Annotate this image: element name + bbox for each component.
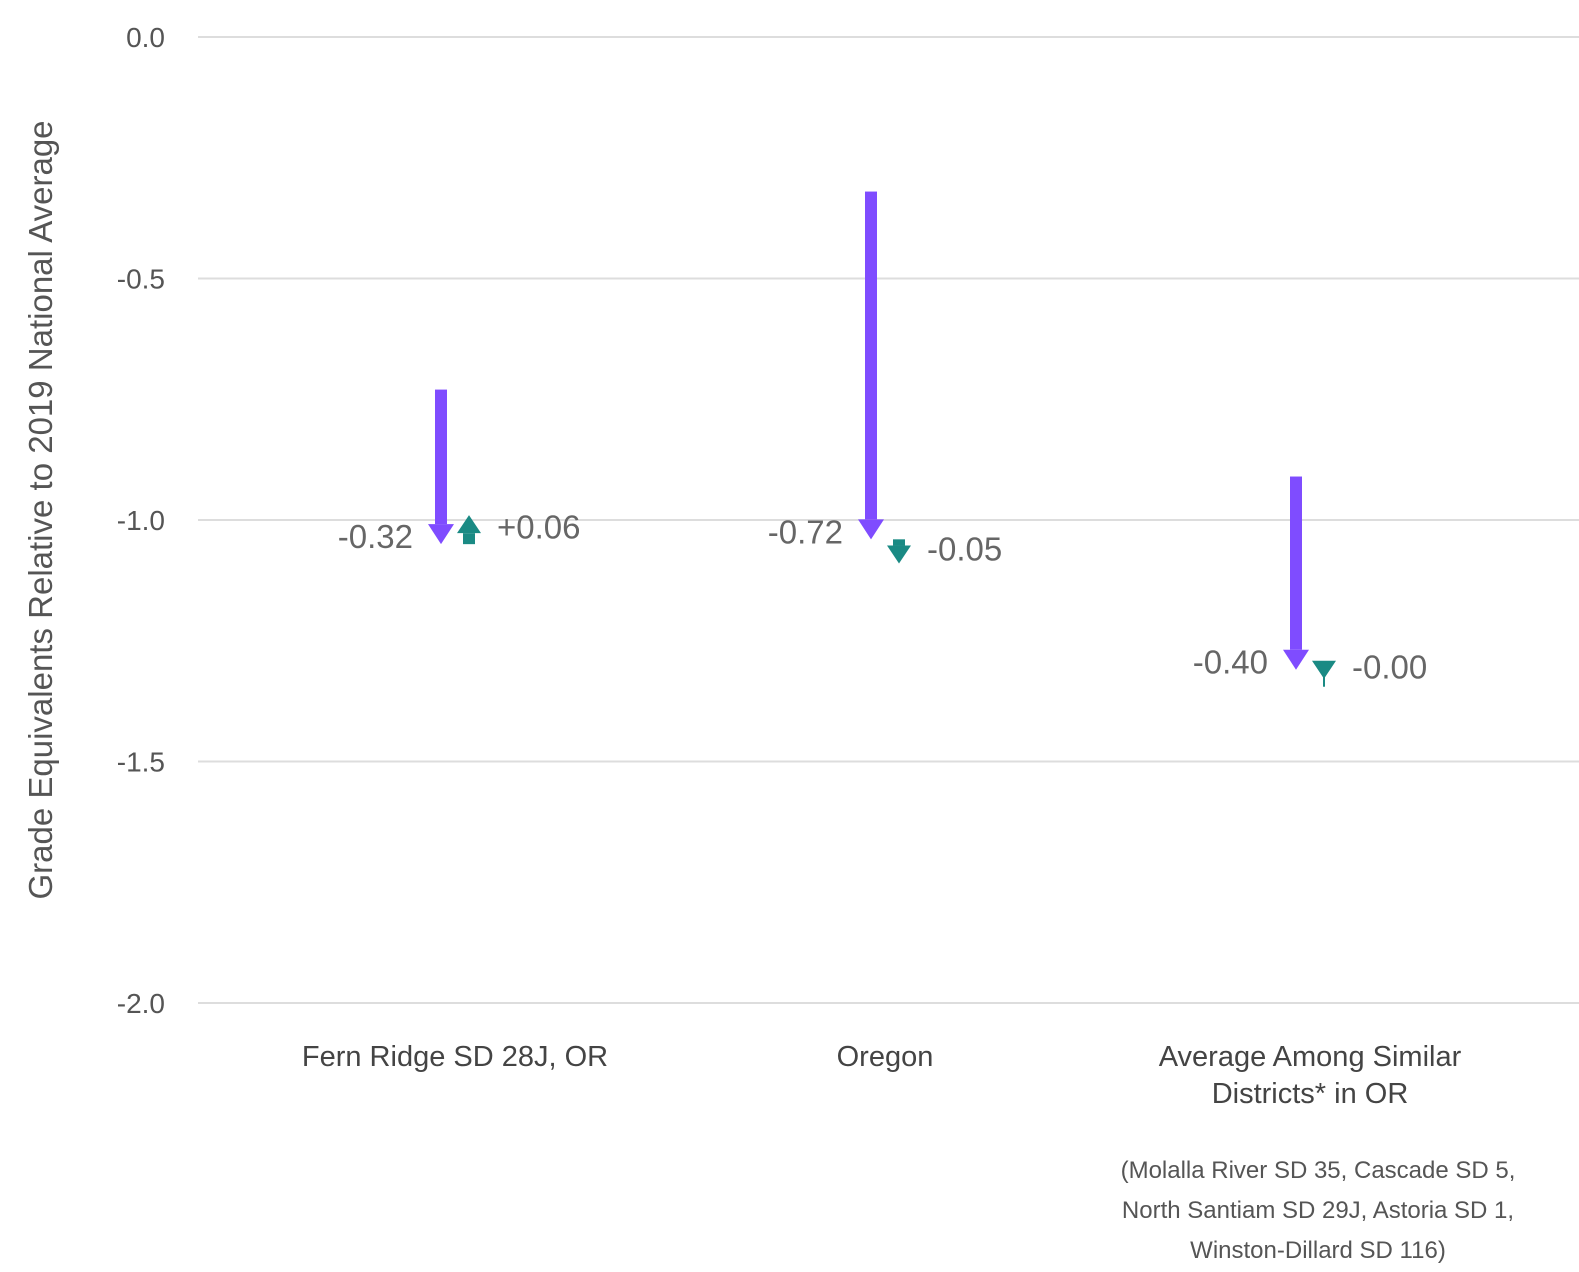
footnote: (Molalla River SD 35, Cascade SD 5, North…: [1121, 1157, 1516, 1264]
category-labels: Fern Ridge SD 28J, OR Oregon Average Among…: [302, 1041, 1462, 1110]
arrow-head: [428, 524, 454, 545]
arrow-shaft: [1290, 476, 1302, 650]
y-tick-label: -1.5: [117, 747, 165, 778]
y-tick-label: -2.0: [117, 988, 165, 1019]
secondary-change-arrow: [457, 515, 481, 545]
arrow-head: [457, 515, 481, 534]
arrow-head: [1283, 649, 1309, 670]
footnote-line: (Molalla River SD 35, Cascade SD 5,: [1121, 1157, 1516, 1184]
arrows: [428, 191, 1336, 687]
primary-change-label: -0.40: [1193, 644, 1268, 681]
primary-change-arrow: [428, 389, 454, 545]
y-tick-label: -1.0: [117, 505, 165, 536]
arrow-shaft: [893, 539, 905, 546]
arrow-shaft: [435, 389, 447, 525]
y-axis-ticks: 0.0 -0.5 -1.0 -1.5 -2.0: [117, 22, 165, 1019]
category-label: Fern Ridge SD 28J, OR: [302, 1041, 608, 1073]
primary-change-arrow: [858, 191, 884, 540]
gridlines: [198, 36, 1579, 1004]
primary-change-label: -0.32: [338, 518, 413, 555]
category-label: Oregon: [837, 1041, 934, 1073]
y-axis-title: Grade Equivalents Relative to 2019 Natio…: [22, 120, 59, 899]
y-tick-label: -0.5: [117, 264, 165, 295]
secondary-change-arrow: [1312, 660, 1336, 687]
footnote-line: Winston-Dillard SD 116): [1190, 1237, 1446, 1264]
arrow-shaft: [463, 533, 475, 545]
y-tick-label: 0.0: [126, 22, 165, 53]
value-labels: -0.32 +0.06 -0.72 -0.05 -0.40 -0.00: [338, 509, 1427, 686]
arrow-shaft: [1323, 674, 1325, 687]
arrow-shaft: [865, 191, 877, 520]
arrow-head: [887, 545, 911, 564]
secondary-change-label: -0.05: [927, 530, 1002, 567]
category-label: Districts* in OR: [1212, 1078, 1409, 1110]
footnote-line: North Santiam SD 29J, Astoria SD 1,: [1122, 1197, 1514, 1224]
arrow-head: [1312, 660, 1336, 679]
secondary-change-label: -0.00: [1352, 649, 1427, 686]
primary-change-label: -0.72: [768, 513, 843, 550]
arrow-head: [858, 519, 884, 540]
primary-change-arrow: [1283, 476, 1309, 670]
category-label: Average Among Similar: [1159, 1041, 1462, 1073]
secondary-change-label: +0.06: [497, 509, 581, 546]
secondary-change-arrow: [887, 539, 911, 564]
